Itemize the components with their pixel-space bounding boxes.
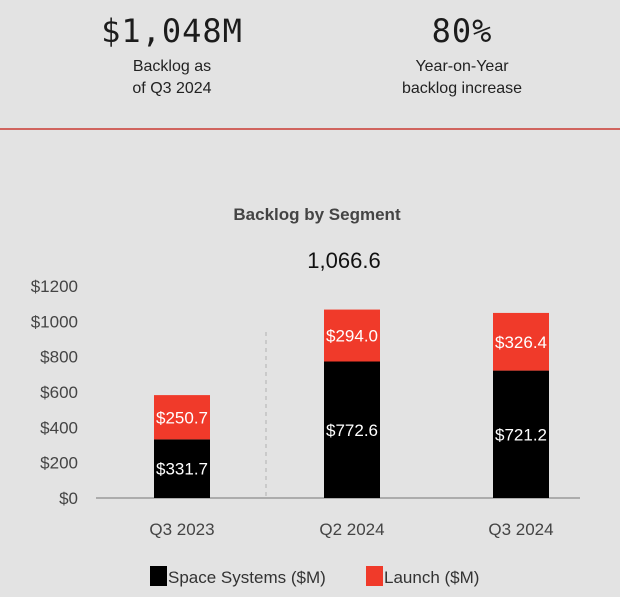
kpi-backlog-label: Backlog as of Q3 2024 — [132, 58, 212, 97]
bar-launch — [493, 312, 549, 371]
y-tick-label: $0 — [59, 489, 78, 508]
x-tick-label: Q2 2024 — [319, 520, 384, 539]
y-tick-label: $200 — [40, 454, 78, 473]
x-tick-label: Q3 2024 — [488, 520, 553, 539]
bar-label-space-systems: $721.2 — [495, 425, 547, 444]
kpi-yoy-increase: 80% Year-on-Year backlog increase — [352, 12, 572, 100]
bar-label-space-systems: $772.6 — [326, 421, 378, 440]
y-tick-label: $400 — [40, 418, 78, 437]
bar-label-space-systems: $331.7 — [156, 460, 208, 479]
bar-label-launch: $326.4 — [495, 333, 547, 352]
bar-label-launch: $294.0 — [326, 327, 378, 346]
kpi-backlog-value: $1,048M — [101, 12, 243, 50]
y-tick-label: $1000 — [31, 312, 78, 331]
bar-space-systems — [154, 439, 210, 498]
bar-space-systems — [493, 370, 549, 498]
y-tick-label: $600 — [40, 383, 78, 402]
legend-label: Launch ($M) — [384, 568, 479, 587]
y-tick-label: $1200 — [31, 277, 78, 296]
bar-launch — [324, 309, 380, 362]
x-tick-label: Q3 2023 — [149, 520, 214, 539]
kpi-yoy-label: Year-on-Year backlog increase — [401, 58, 523, 97]
legend-swatch — [150, 566, 167, 586]
legend-swatch — [366, 566, 383, 586]
bar-space-systems — [324, 361, 380, 498]
total-annotation: 1,066.6 — [307, 248, 380, 273]
bar-label-launch: $250.7 — [156, 408, 208, 427]
kpi-backlog: $1,048M Backlog as of Q3 2024 — [62, 12, 282, 100]
bar-launch — [154, 395, 210, 440]
kpi-yoy-value: 80% — [431, 12, 493, 50]
y-tick-label: $800 — [40, 348, 78, 367]
legend-label: Space Systems ($M) — [168, 568, 326, 587]
section-divider — [0, 128, 620, 130]
chart-title: Backlog by Segment — [233, 205, 401, 224]
